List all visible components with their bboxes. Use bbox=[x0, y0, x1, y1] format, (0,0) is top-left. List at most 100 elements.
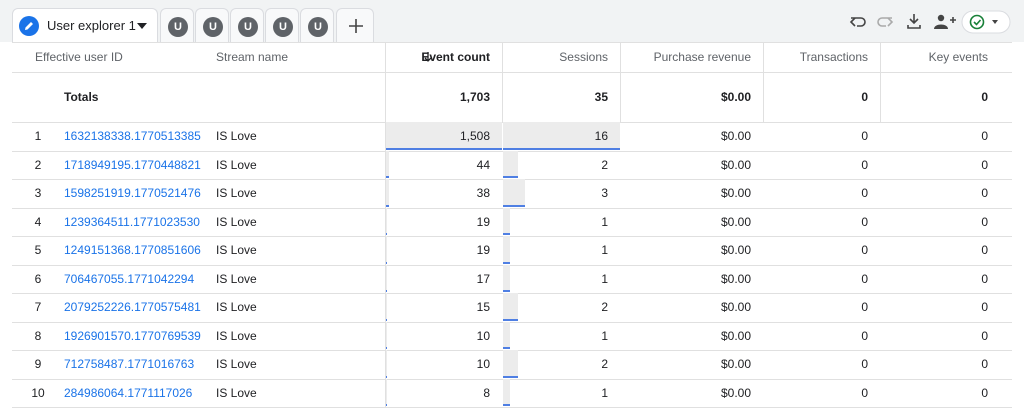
metric-value: 10 bbox=[476, 328, 490, 343]
table-top-border bbox=[12, 42, 1012, 43]
column-divider bbox=[880, 42, 881, 122]
user-id-link[interactable]: 712758487.1771016763 bbox=[64, 357, 195, 372]
metric-value: 1 bbox=[601, 243, 608, 258]
user-tab[interactable]: U bbox=[195, 8, 229, 42]
stream-name: IS Love bbox=[216, 385, 257, 400]
dropdown-icon[interactable] bbox=[137, 22, 147, 30]
user-tab[interactable]: U bbox=[265, 8, 299, 42]
metric-value: 1,508 bbox=[459, 129, 490, 144]
metric-value: 0 bbox=[861, 271, 868, 286]
active-tab[interactable]: User explorer 1 bbox=[12, 8, 158, 42]
row-rank: 7 bbox=[34, 300, 42, 315]
metric-value: 0 bbox=[861, 129, 868, 144]
metric-value: 0 bbox=[981, 328, 988, 343]
metric-value: 15 bbox=[476, 300, 490, 315]
column-divider bbox=[763, 42, 764, 122]
metric-value: 0 bbox=[981, 243, 988, 258]
toolbar bbox=[849, 10, 1011, 34]
in-cell-bar bbox=[503, 293, 518, 321]
row-rank: 3 bbox=[34, 186, 42, 201]
metric-value: $0.00 bbox=[720, 357, 751, 372]
row-rank: 6 bbox=[34, 271, 42, 286]
in-cell-bar bbox=[386, 179, 389, 207]
stream-name: IS Love bbox=[216, 300, 257, 315]
row-rank: 4 bbox=[34, 214, 42, 229]
row-rank: 8 bbox=[34, 328, 42, 343]
stream-name: IS Love bbox=[216, 271, 257, 286]
stream-name: IS Love bbox=[216, 186, 257, 201]
totals-label: Totals bbox=[64, 90, 99, 104]
user-id-link[interactable]: 1632138338.1770513385 bbox=[64, 129, 201, 144]
metric-value: 0 bbox=[981, 271, 988, 286]
user-tab[interactable]: U bbox=[160, 8, 194, 42]
in-cell-bar bbox=[503, 122, 620, 150]
in-cell-bar bbox=[503, 236, 511, 264]
column-header[interactable]: Event count bbox=[421, 50, 490, 64]
metric-value: 0 bbox=[981, 157, 988, 172]
metric-value: 0 bbox=[981, 300, 988, 315]
row-divider bbox=[12, 321, 1012, 323]
user-id-link[interactable]: 1239364511.1771023530 bbox=[64, 214, 200, 229]
in-cell-bar bbox=[386, 207, 388, 235]
user-id-link[interactable]: 2079252226.1770575481 bbox=[64, 300, 201, 315]
metric-value: 1 bbox=[601, 214, 608, 229]
column-header[interactable]: Transactions bbox=[799, 50, 868, 64]
user-tab[interactable]: U bbox=[230, 8, 264, 42]
user-id-link[interactable]: 706467055.1771042294 bbox=[64, 271, 195, 286]
metric-value: 0 bbox=[861, 157, 868, 172]
column-header[interactable]: Sessions bbox=[559, 50, 608, 64]
tab-title: User explorer 1 bbox=[47, 18, 136, 33]
status-button[interactable] bbox=[961, 10, 1011, 34]
row-rank: 2 bbox=[34, 157, 42, 172]
metric-value: 38 bbox=[476, 186, 490, 201]
metric-value: 1 bbox=[601, 385, 608, 400]
column-header[interactable]: Key events bbox=[928, 50, 988, 64]
metric-value: 2 bbox=[601, 157, 608, 172]
stream-name: IS Love bbox=[216, 157, 257, 172]
user-id-link[interactable]: 1718949195.1770448821 bbox=[64, 157, 201, 172]
row-divider bbox=[12, 378, 1012, 380]
totals-value: 0 bbox=[981, 90, 988, 104]
metric-value: 0 bbox=[981, 129, 988, 144]
column-header[interactable]: Effective user ID bbox=[35, 50, 123, 64]
metric-value: 10 bbox=[476, 357, 490, 372]
undo-button[interactable] bbox=[849, 17, 866, 27]
plus-icon bbox=[349, 19, 363, 33]
metric-value: $0.00 bbox=[720, 328, 751, 343]
metric-value: $0.00 bbox=[720, 129, 751, 144]
metric-value: 16 bbox=[594, 129, 608, 144]
metric-value: 0 bbox=[981, 385, 988, 400]
metric-value: 2 bbox=[601, 357, 608, 372]
in-cell-bar bbox=[386, 350, 387, 378]
totals-value: 1,703 bbox=[459, 90, 490, 104]
metric-value: $0.00 bbox=[720, 385, 751, 400]
column-header[interactable]: Stream name bbox=[216, 50, 289, 64]
in-cell-bar bbox=[386, 321, 387, 349]
column-header[interactable]: Purchase revenue bbox=[653, 50, 751, 64]
metric-value: 19 bbox=[476, 243, 490, 258]
row-divider bbox=[12, 264, 1012, 266]
row-divider bbox=[12, 407, 1012, 408]
row-rank: 5 bbox=[34, 243, 42, 258]
user-id-link[interactable]: 1249151368.1770851606 bbox=[64, 243, 201, 258]
redo-button[interactable] bbox=[877, 17, 894, 27]
user-tab[interactable]: U bbox=[300, 8, 334, 42]
share-button[interactable] bbox=[934, 14, 956, 29]
in-cell-bar bbox=[503, 179, 525, 207]
metric-value: 0 bbox=[861, 214, 868, 229]
in-cell-bar bbox=[503, 264, 511, 292]
download-button[interactable] bbox=[907, 14, 921, 29]
stream-name: IS Love bbox=[216, 328, 257, 343]
metric-value: 1 bbox=[601, 328, 608, 343]
totals-value: 35 bbox=[594, 90, 608, 104]
add-tab[interactable] bbox=[336, 8, 374, 42]
user-avatar: U bbox=[203, 17, 223, 37]
column-divider bbox=[385, 122, 386, 407]
user-id-link[interactable]: 284986064.1771117026 bbox=[64, 385, 193, 400]
user-id-link[interactable]: 1598251919.1770521476 bbox=[64, 186, 201, 201]
metric-value: 0 bbox=[861, 385, 868, 400]
metric-value: 0 bbox=[861, 243, 868, 258]
user-id-link[interactable]: 1926901570.1770769539 bbox=[64, 328, 201, 343]
row-rank: 10 bbox=[31, 385, 45, 400]
